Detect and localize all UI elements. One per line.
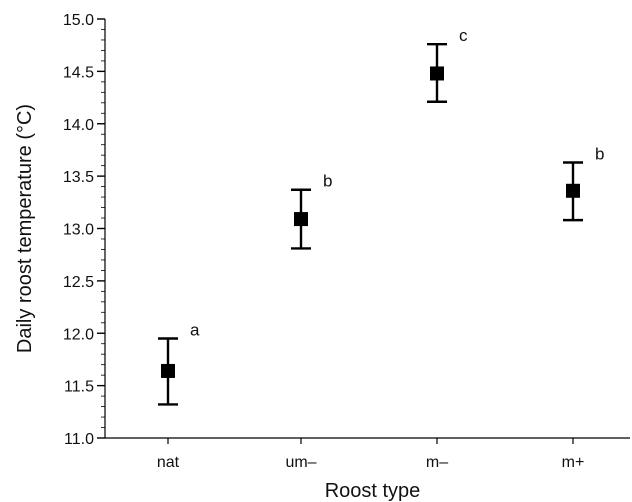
data-point-marker — [161, 363, 175, 378]
data-point-marker — [430, 66, 444, 81]
data-point-group: a — [158, 320, 200, 406]
y-axis-label: Daily roost temperature (°C) — [14, 104, 36, 353]
x-tick-label: nat — [157, 454, 180, 471]
significance-label: b — [323, 172, 332, 191]
data-point-marker — [566, 183, 580, 198]
y-tick-label: 15.0 — [63, 12, 94, 29]
y-tick-label: 14.5 — [63, 64, 94, 81]
axes — [104, 19, 630, 439]
x-tick-label: m– — [426, 454, 448, 471]
x-tick-label: um– — [285, 454, 316, 471]
significance-label: b — [595, 145, 604, 164]
data-point-marker — [294, 212, 308, 227]
y-tick-label: 11.0 — [64, 431, 94, 448]
significance-label: c — [459, 26, 468, 45]
data-marks: a b c b — [158, 26, 604, 406]
data-point-group: b — [291, 172, 332, 250]
significance-label: a — [190, 320, 200, 339]
y-tick-label: 14.0 — [63, 117, 94, 134]
data-point-group: b — [563, 145, 604, 222]
data-point-group: c — [427, 26, 468, 103]
x-axis-label: Roost type — [325, 480, 421, 502]
y-tick-label: 11.5 — [64, 379, 94, 396]
y-tick-label: 12.5 — [63, 274, 94, 291]
y-tick-label: 13.5 — [63, 169, 94, 186]
y-ticks: 11.0 11.5 12.0 12.5 13.0 13.5 14.0 14.5 15.0 nat u… — [63, 12, 584, 471]
x-tick-label: m+ — [562, 454, 585, 471]
y-tick-label: 12.0 — [63, 326, 94, 343]
y-tick-label: 13.0 — [63, 222, 94, 239]
